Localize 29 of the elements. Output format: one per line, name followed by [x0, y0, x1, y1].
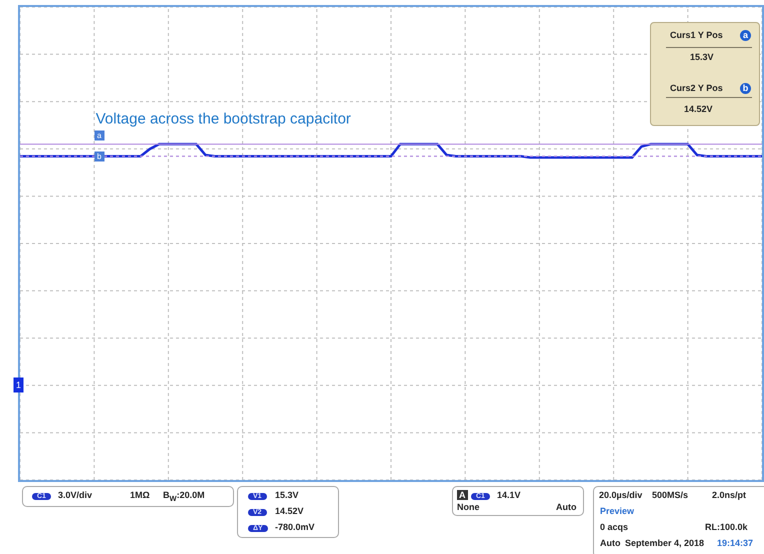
text: 14.52V — [275, 506, 304, 516]
text: 500MS/s — [652, 490, 688, 500]
ref-line-label: b — [97, 152, 102, 161]
text: b — [742, 83, 748, 93]
text: Curs2 Y Pos — [670, 83, 723, 93]
text: a — [742, 30, 748, 40]
text: RL:100.0k — [705, 522, 748, 532]
text: A — [457, 490, 468, 500]
annotation: 1 — [16, 380, 22, 390]
text: 15.3V — [275, 490, 299, 500]
text: 3.0V/div — [58, 490, 92, 500]
text: 2.0ns/pt — [712, 490, 746, 500]
text: Auto — [600, 538, 620, 548]
text: None — [457, 502, 480, 512]
text: 0 acqs — [600, 522, 628, 532]
chart-title: Voltage across the bootstrap capacitor — [96, 110, 351, 128]
ref-line-label: a — [97, 131, 102, 140]
text: 15.3V — [690, 52, 714, 62]
text: B$_{W}$:20.0M — [163, 490, 205, 503]
text: 19:14:37 — [717, 538, 754, 548]
text: 20.0µs/div — [599, 490, 642, 500]
text: 14.52V — [684, 104, 713, 114]
text: Curs1 Y Pos — [670, 30, 723, 40]
text: September 4, 2018 — [625, 538, 704, 548]
text: -780.0mV — [275, 522, 315, 532]
text: Auto — [556, 502, 576, 512]
text: 14.1V — [497, 490, 521, 500]
text: Preview — [600, 506, 634, 516]
text: 1MΩ — [130, 490, 150, 500]
